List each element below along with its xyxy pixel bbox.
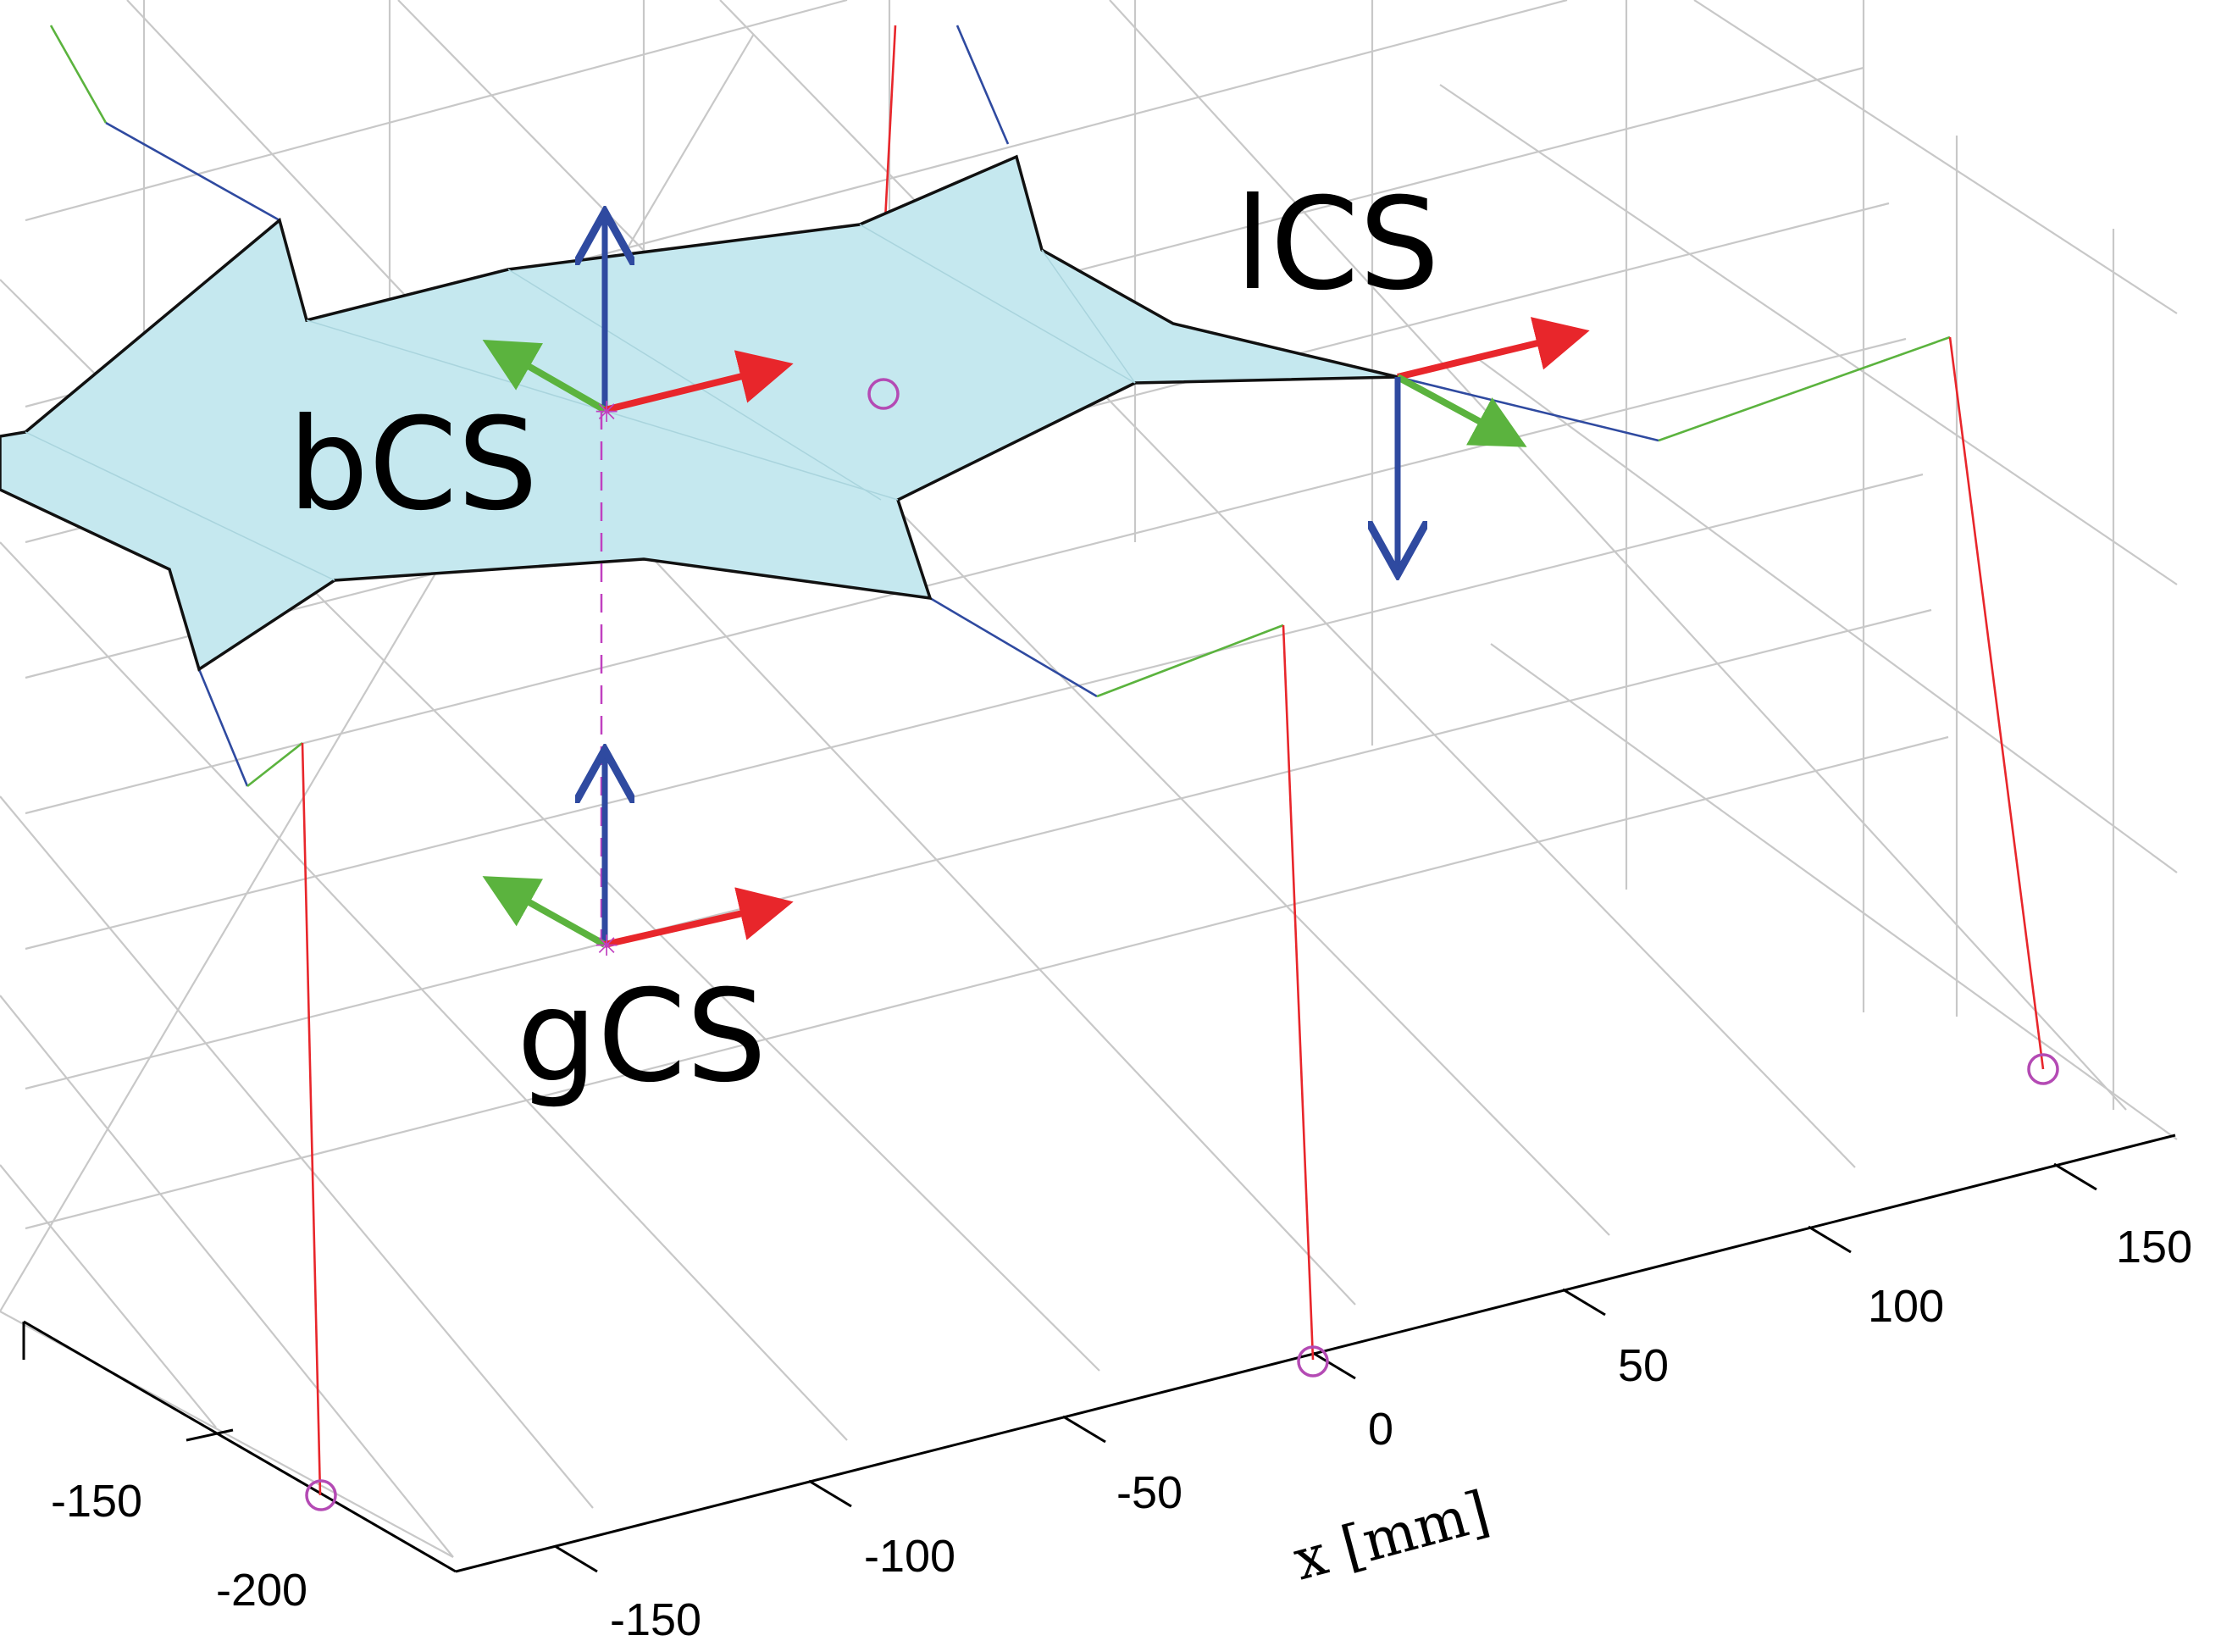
gcs-y-arrow: [482, 876, 606, 948]
x-axis-label: x [mm]: [1287, 1478, 1496, 1593]
gcs-x-arrow: [604, 887, 794, 948]
lcs-y-arrow: [1396, 374, 1527, 447]
x-tick-mark: [2053, 1162, 2097, 1191]
x-tick-label: 150: [2116, 1222, 2192, 1272]
lcs-frame: [1396, 317, 1590, 574]
y-tick-label: -150: [51, 1476, 142, 1527]
floor-grid-x: [0, 0, 2127, 1558]
anchor-circle: [867, 378, 900, 410]
anchor-circle: [1297, 1345, 1329, 1378]
gcs-origin-marker: ✳: [595, 929, 619, 963]
grid: [0, 0, 2178, 1558]
x-tick-label: -150: [610, 1594, 701, 1645]
axes: -150 -100 -50 0 50 100 150 -150 -200 x […: [22, 1134, 2192, 1645]
y-tick-label: -200: [216, 1565, 307, 1616]
x-tick-mark: [1808, 1225, 1852, 1254]
anchor-circle: [2027, 1053, 2059, 1085]
bcs-label: bCS: [288, 391, 538, 539]
gcs-label: gCS: [517, 963, 767, 1111]
bcs-x-arrow: [604, 350, 794, 413]
legs: [49, 25, 2045, 1496]
platform: [0, 154, 1399, 672]
x-tick-mark: [808, 1479, 852, 1508]
y-axis-line: [23, 1320, 457, 1573]
lcs-x-arrow: [1397, 317, 1590, 380]
x-tick-label: 0: [1368, 1404, 1393, 1455]
anchors: [305, 378, 2059, 1511]
x-tick-mark: [1562, 1288, 1606, 1317]
x-tick-mark: [1062, 1415, 1106, 1444]
anchor-circle: [305, 1479, 337, 1511]
wall-grid: [142, 0, 2178, 1140]
lcs-label: lCS: [1235, 171, 1440, 319]
x-tick-label: -50: [1116, 1467, 1183, 1518]
x-tick-label: 50: [1618, 1340, 1669, 1391]
bcs-y-arrow: [482, 340, 606, 413]
y-tick-mark: [186, 1428, 234, 1442]
bcs-origin-marker: ✳: [595, 396, 619, 430]
x-tick-mark: [554, 1544, 598, 1573]
bcs-frame: ✳: [482, 212, 794, 430]
x-tick-label: 100: [1868, 1281, 1944, 1332]
x-tick-mark: [1312, 1351, 1356, 1380]
gcs-frame: ✳: [482, 750, 794, 963]
x-tick-label: -100: [864, 1531, 955, 1582]
platform-plate: [0, 154, 1399, 672]
